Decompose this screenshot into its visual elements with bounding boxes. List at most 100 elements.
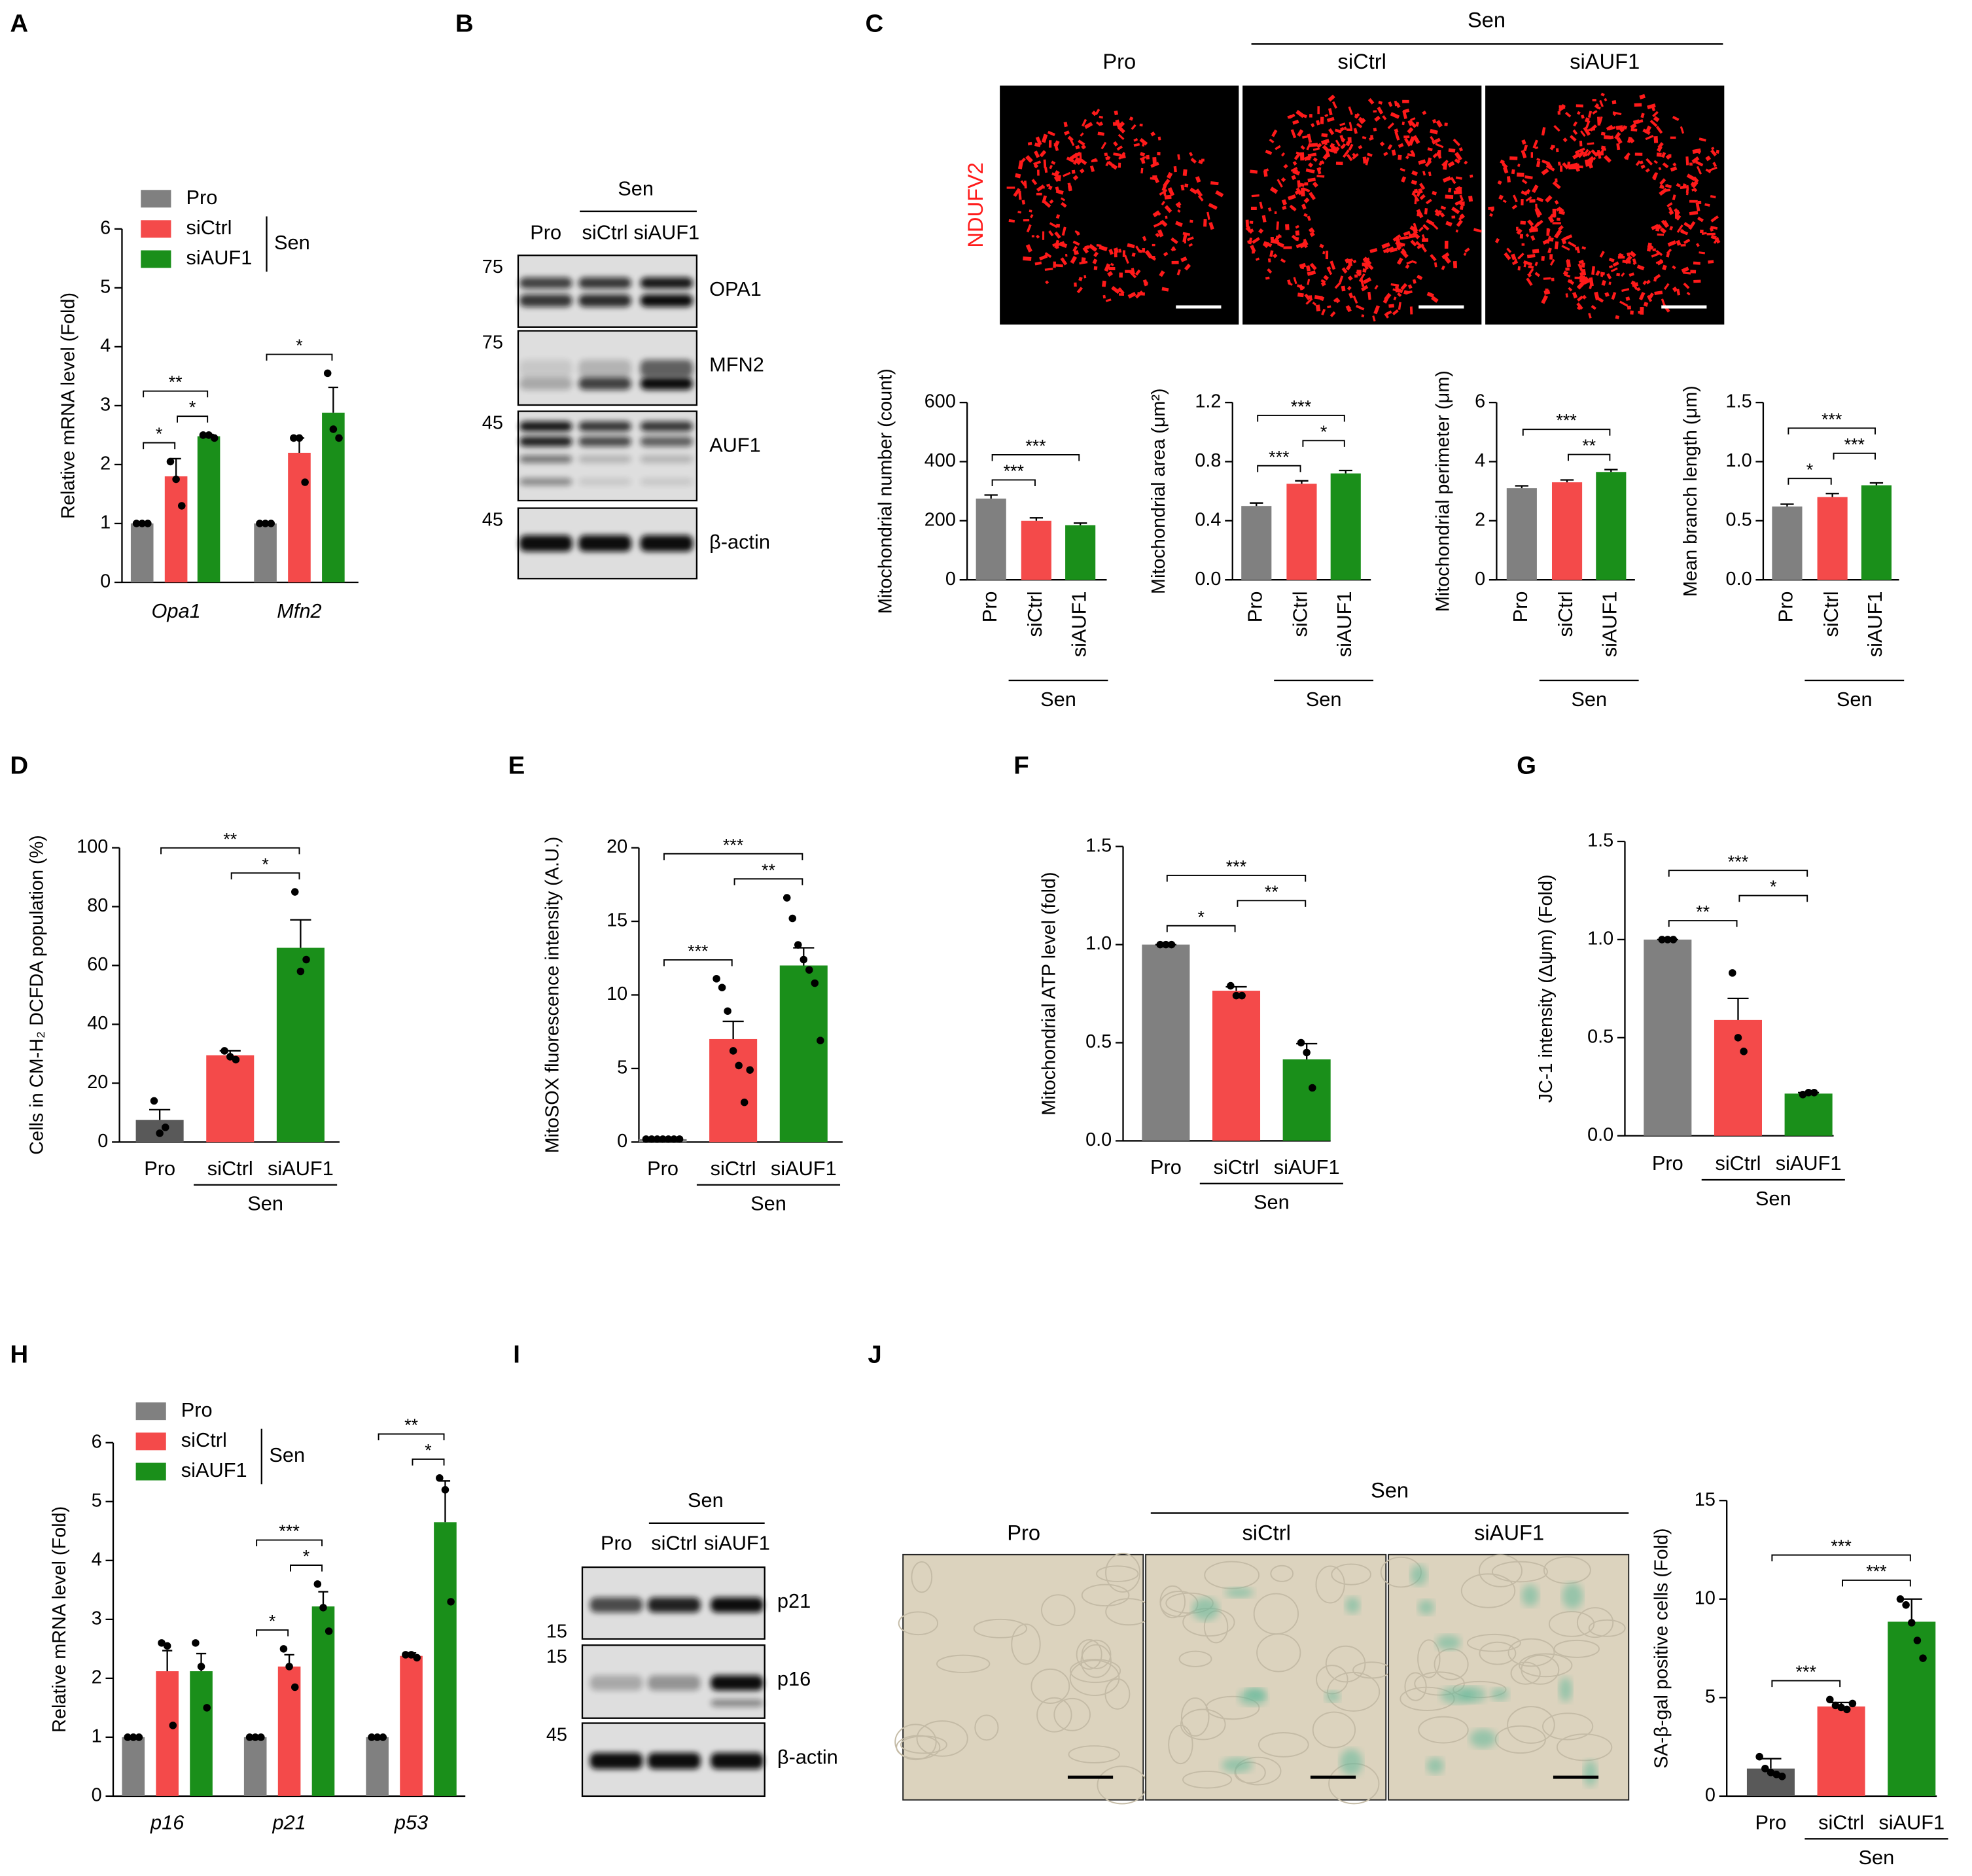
mitochondrion — [1661, 220, 1668, 228]
mitochondrion — [1017, 211, 1022, 214]
mitochondrion — [1293, 277, 1297, 285]
mitochondrion — [1329, 260, 1336, 270]
mitochondrion — [1118, 121, 1125, 128]
significance-label: *** — [1866, 1562, 1887, 1582]
y-tick-label: 10 — [1695, 1587, 1716, 1608]
y-tick-label: 0.5 — [1587, 1026, 1613, 1047]
data-point — [1837, 1703, 1845, 1712]
bar — [164, 476, 188, 582]
mitochondrion — [1265, 241, 1273, 247]
mitochondrion — [1312, 301, 1317, 306]
mitochondrion — [1274, 211, 1277, 215]
mitochondrion — [1114, 110, 1119, 116]
data-point — [267, 520, 275, 527]
mitochondrion — [1135, 269, 1141, 276]
mitochondrion — [1074, 282, 1077, 287]
mitochondrion — [1378, 100, 1383, 105]
mitochondrion — [1265, 276, 1270, 280]
mitochondrion — [1568, 241, 1577, 248]
data-point — [794, 941, 802, 949]
mitochondrion — [1304, 182, 1309, 186]
mitochondrion — [1455, 176, 1462, 180]
mitochondrion — [1416, 209, 1424, 219]
mitochondrion — [1161, 287, 1169, 292]
significance-label: * — [262, 855, 269, 874]
data-point — [368, 1733, 376, 1741]
bar — [976, 498, 1006, 580]
x-tick-label: siCtrl — [1289, 591, 1312, 637]
mitochondrion — [1619, 126, 1625, 133]
mitochondrion — [1599, 99, 1604, 107]
mitochondrion — [1316, 175, 1325, 178]
mitochondrion — [1261, 215, 1267, 222]
mitochondrion — [1600, 92, 1605, 97]
mitochondrion — [1521, 179, 1528, 185]
mitochondrion — [1655, 249, 1663, 257]
mitochondrion — [1307, 157, 1311, 161]
mitochondrion — [1701, 232, 1707, 236]
mitochondrion — [1309, 231, 1315, 238]
mitochondrion — [1611, 292, 1617, 300]
mitochondrion — [1646, 242, 1652, 252]
mitochondrion — [1072, 245, 1078, 253]
data-point — [220, 1047, 228, 1055]
mitochondrion — [1463, 252, 1467, 257]
mitochondrion — [1290, 129, 1297, 139]
y-tick-label: 5 — [617, 1057, 627, 1078]
data-point — [335, 434, 343, 442]
mitochondrion — [1549, 254, 1553, 260]
mitochondrion — [1411, 190, 1416, 196]
mitochondrion — [1385, 310, 1392, 315]
mitochondrion — [1676, 224, 1683, 233]
mitochondrion — [1164, 205, 1172, 213]
mitochondrion — [1388, 304, 1395, 308]
data-point — [232, 1055, 240, 1064]
mitochondrion — [1525, 196, 1532, 202]
label: p21 — [777, 1589, 811, 1612]
mitochondrion — [1567, 279, 1575, 285]
significance-bracket — [733, 878, 803, 885]
legend-swatch — [141, 250, 171, 268]
x-tick-label: Pro — [647, 1157, 678, 1180]
data-point — [323, 369, 332, 378]
mitochondrion — [1601, 279, 1606, 286]
mitochondrion — [1516, 228, 1523, 236]
bar — [254, 523, 277, 582]
mitochondrion — [1530, 152, 1534, 158]
mitochondrion — [1328, 108, 1333, 116]
mitochondrion — [1591, 266, 1595, 275]
bar — [130, 523, 154, 582]
label: β-actin — [709, 531, 770, 554]
y-tick-label: 1 — [92, 1726, 102, 1747]
brightfield-image — [1145, 1553, 1391, 1805]
mitochondrion — [1347, 275, 1353, 281]
mitochondrion — [1118, 287, 1125, 295]
mitochondrion — [1150, 162, 1159, 168]
mitochondrion — [1593, 156, 1596, 160]
significance-label: * — [1770, 877, 1777, 896]
mitochondrion — [1026, 224, 1032, 233]
panel-letter: F — [1013, 752, 1029, 780]
y-tick-label: 1.0 — [1726, 450, 1752, 471]
mitochondrion — [1025, 244, 1032, 253]
mitochondrion — [1521, 139, 1526, 145]
significance-bracket — [1166, 925, 1236, 932]
x-tick-label: p16 — [150, 1811, 185, 1833]
mitochondrion — [1587, 160, 1594, 169]
mitochondrion — [1443, 162, 1448, 170]
mitochondrion — [1557, 206, 1564, 213]
mitochondrion — [1298, 183, 1305, 187]
mitochondrion — [1075, 145, 1080, 150]
mitochondrion — [1291, 234, 1297, 240]
mitochondrion — [1270, 238, 1280, 245]
blot-band — [578, 277, 631, 289]
mitochondrion — [1625, 296, 1630, 301]
bar — [1286, 484, 1317, 580]
blot-band — [647, 1752, 701, 1769]
y-tick-label: 20 — [87, 1072, 108, 1093]
mitochondrion — [1161, 200, 1166, 205]
cell-outline — [1331, 1563, 1371, 1585]
blot-band — [578, 436, 631, 447]
mitochondrion — [1388, 101, 1393, 107]
mitochondrion — [1046, 183, 1051, 187]
